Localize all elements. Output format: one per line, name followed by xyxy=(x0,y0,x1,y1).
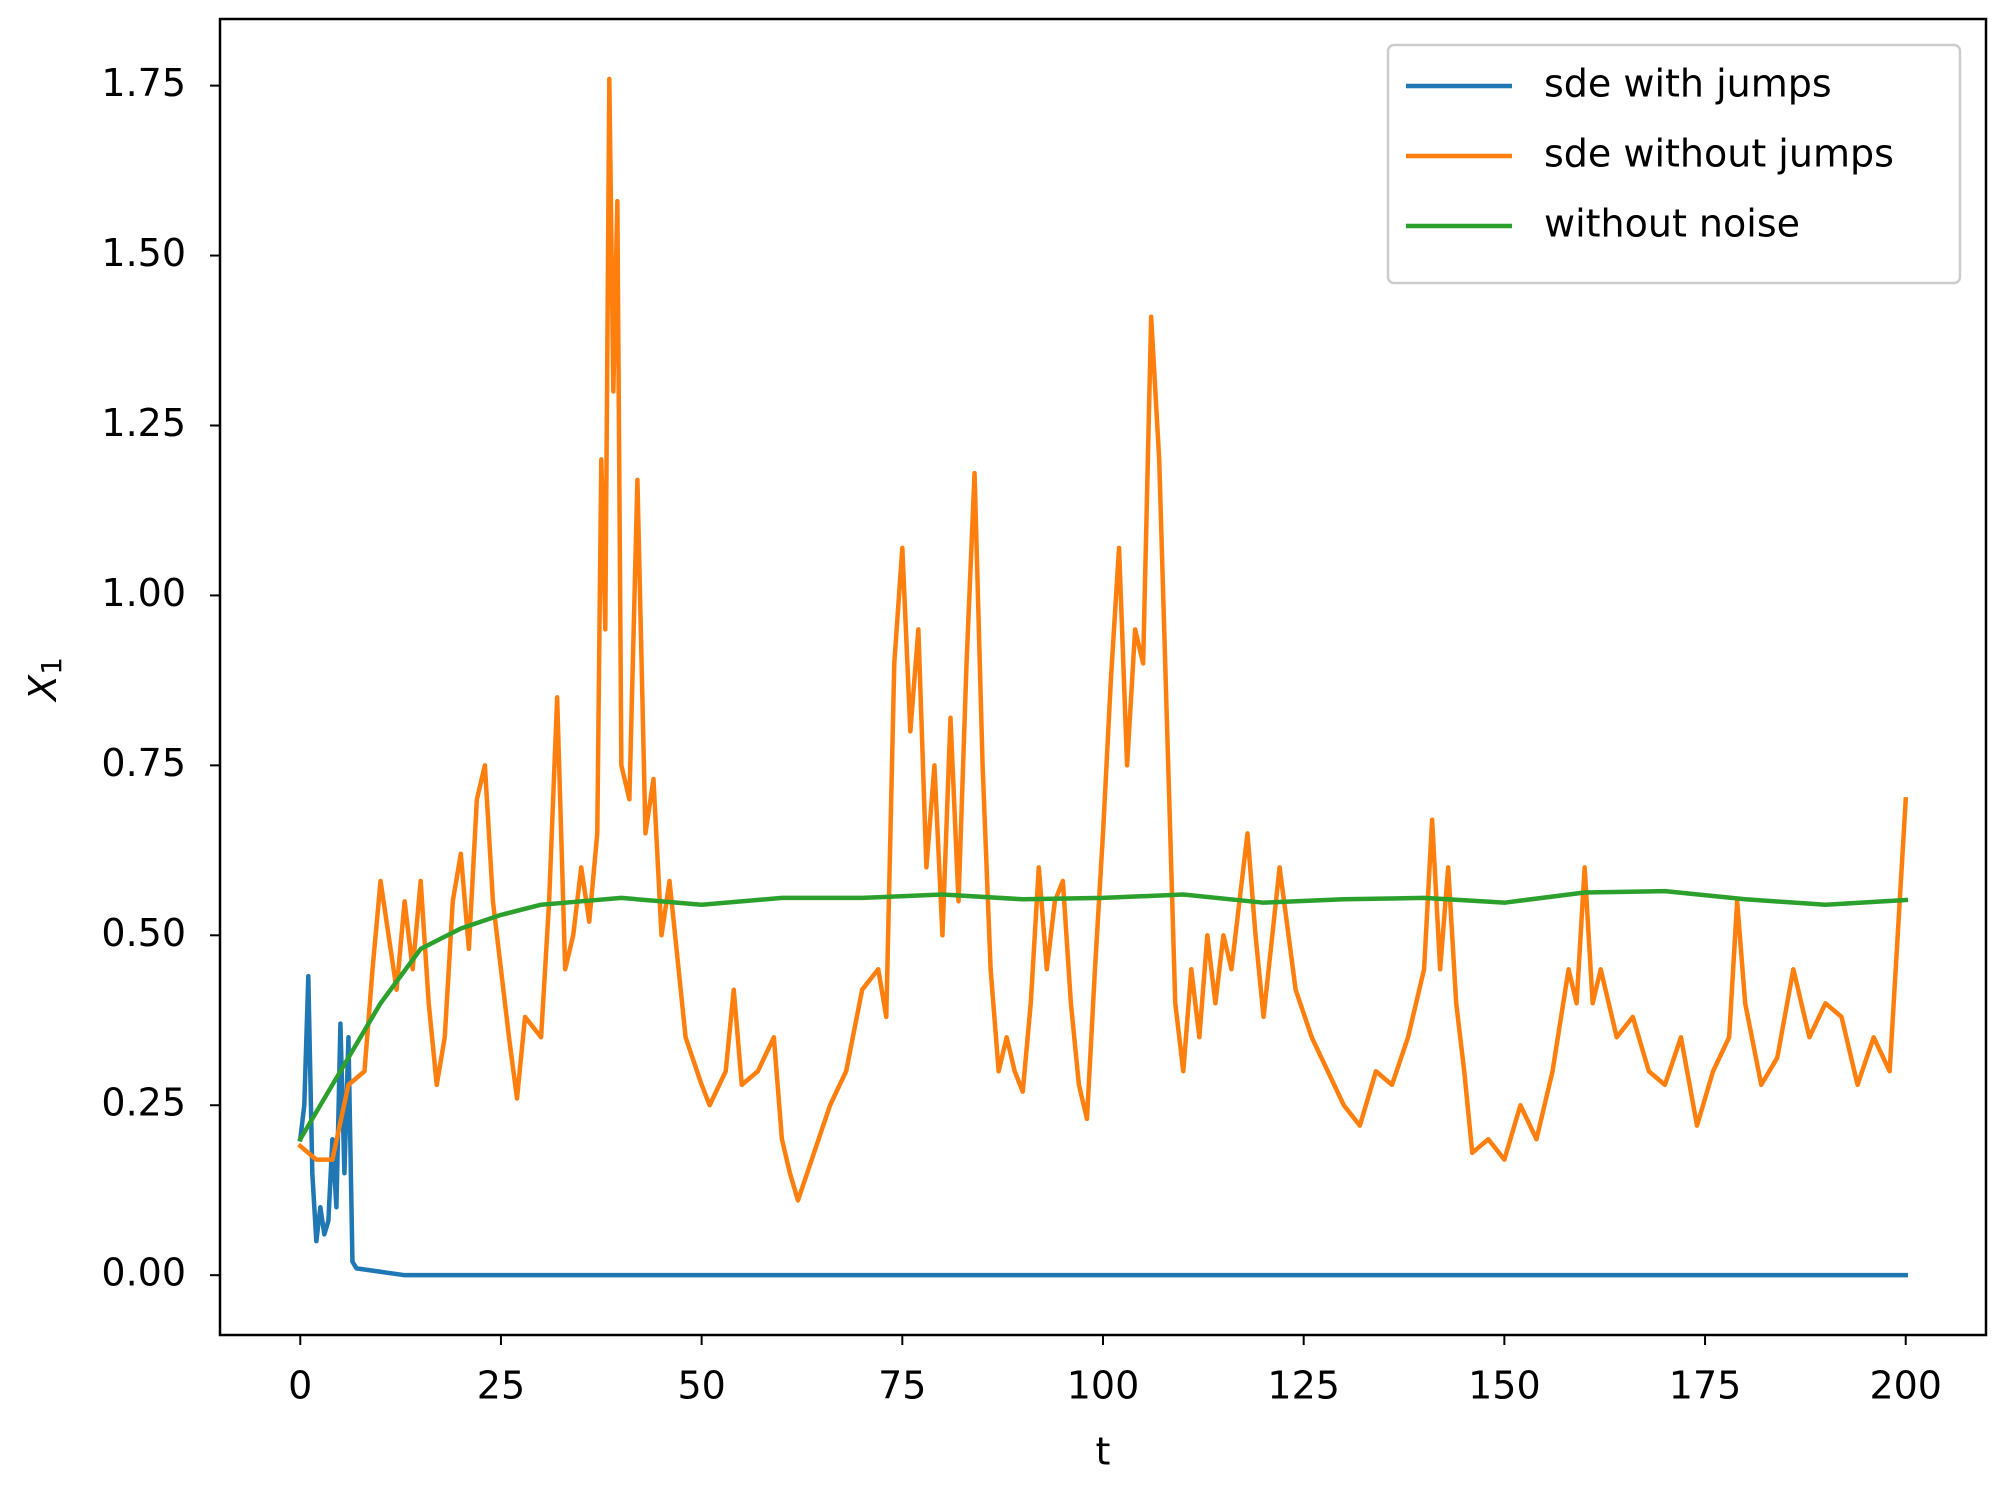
x-axis-label: t xyxy=(1096,1430,1111,1474)
x-tick-label: 100 xyxy=(1067,1364,1140,1408)
y-axis-label: X1 xyxy=(21,657,69,703)
legend-label: without noise xyxy=(1544,202,1800,246)
y-axis-label-base: X xyxy=(21,674,65,703)
y-tick-label: 0.50 xyxy=(101,911,186,955)
series-line xyxy=(297,973,1908,1278)
x-tick-label: 50 xyxy=(677,1364,725,1408)
series-line xyxy=(297,888,1909,1143)
plot-frame xyxy=(218,17,1988,1337)
x-tick-label: 175 xyxy=(1669,1364,1742,1408)
legend-box xyxy=(1386,43,1962,285)
legend-label: sde with jumps xyxy=(1544,62,1832,106)
x-tick-label: 200 xyxy=(1869,1364,1942,1408)
y-tick-label: 1.75 xyxy=(101,61,186,105)
y-tick-label: 0.75 xyxy=(101,741,186,785)
x-tick-label: 125 xyxy=(1267,1364,1340,1408)
x-tick-label: 150 xyxy=(1468,1364,1541,1408)
y-axis-label-subscript: 1 xyxy=(35,657,68,675)
x-tick-label: 75 xyxy=(878,1364,926,1408)
x-tick-label: 25 xyxy=(477,1364,525,1408)
legend: sde with jumps sde without jumps without n… xyxy=(1386,43,1962,285)
y-tick-label: 0.25 xyxy=(101,1081,186,1125)
series-line xyxy=(297,76,1909,1203)
legend-label: sde without jumps xyxy=(1544,132,1894,176)
y-tick-label: 1.25 xyxy=(101,401,186,445)
y-tick-label: 1.00 xyxy=(101,571,186,615)
y-tick-label: 1.50 xyxy=(101,231,186,275)
y-tick-label: 0.00 xyxy=(101,1251,186,1295)
x-tick-label: 0 xyxy=(288,1364,312,1408)
